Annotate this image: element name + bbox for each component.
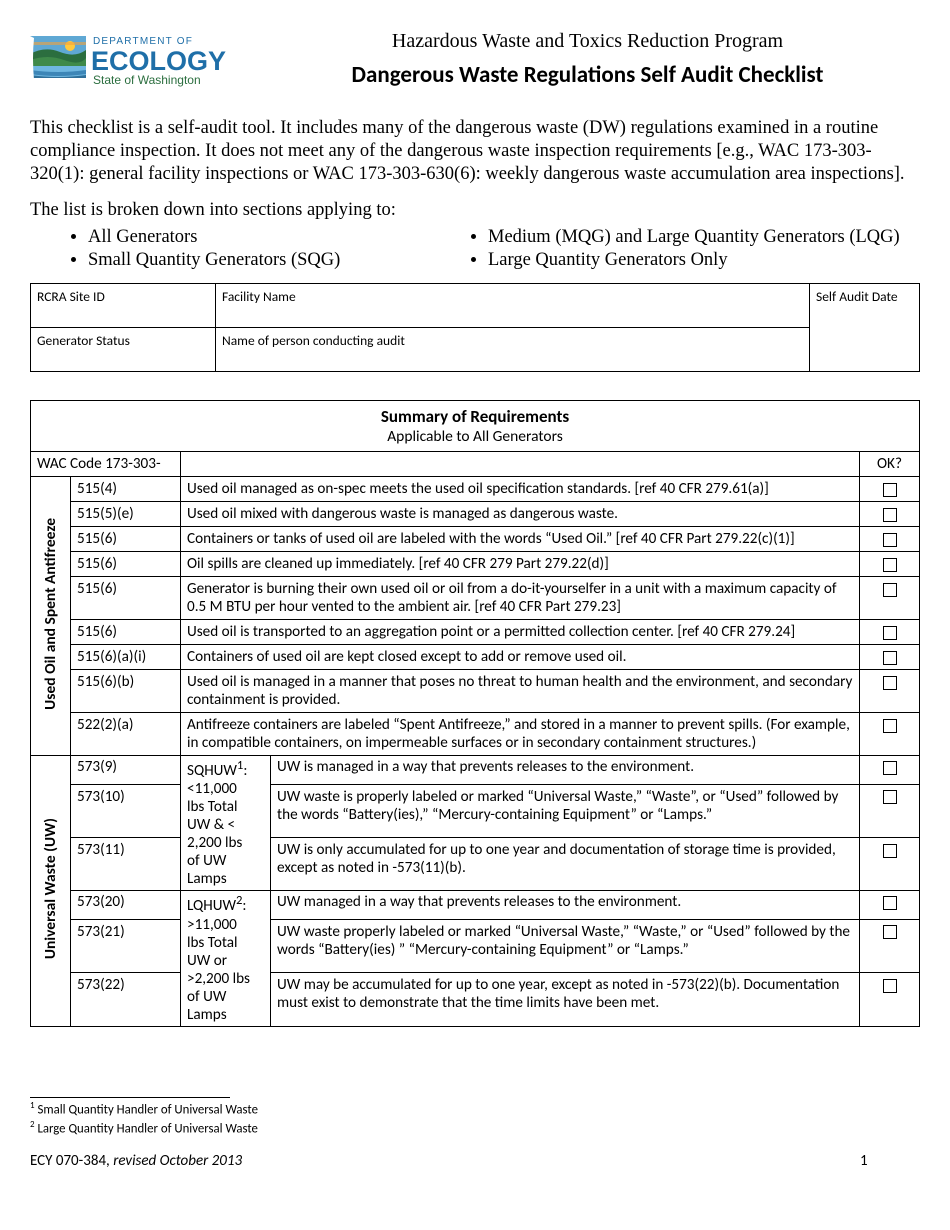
checkbox-icon: [883, 676, 897, 690]
requirements-table: Summary of Requirements Applicable to Al…: [30, 400, 920, 1026]
checkbox-icon: [883, 790, 897, 804]
requirement-desc: UW may be accumulated for up to one year…: [271, 973, 860, 1026]
threshold-lqhuw: LQHUW2: >11,000 lbs Total UW or >2,200 l…: [181, 891, 271, 1026]
facility-info-table: RCRA Site ID Facility Name Self Audit Da…: [30, 283, 920, 372]
checkbox-icon: [883, 761, 897, 775]
wac-code: 515(6)(a)(i): [71, 645, 181, 670]
wac-code: 515(4): [71, 477, 181, 502]
requirement-desc: UW is only accumulated for up to one yea…: [271, 838, 860, 891]
page-title: Dangerous Waste Regulations Self Audit C…: [255, 61, 920, 89]
requirement-desc: Antifreeze containers are labeled “Spent…: [181, 713, 860, 756]
checkbox-cell[interactable]: [860, 756, 920, 784]
wac-code: 515(6): [71, 527, 181, 552]
checkbox-cell[interactable]: [860, 477, 920, 502]
checkbox-cell[interactable]: [860, 784, 920, 837]
program-title: Hazardous Waste and Toxics Reduction Pro…: [255, 30, 920, 53]
list-item: All Generators: [88, 227, 430, 248]
desc-header: [181, 452, 860, 477]
logo-ecology-text: ECOLOGY: [91, 46, 226, 76]
auditor-name-field[interactable]: Name of person conducting audit: [216, 328, 810, 372]
ecology-logo-svg: DEPARTMENT OF ECOLOGY State of Washingto…: [30, 30, 235, 94]
requirement-desc: Containers of used oil are kept closed e…: [181, 645, 860, 670]
checkbox-cell[interactable]: [860, 973, 920, 1026]
checkbox-cell[interactable]: [860, 670, 920, 713]
wac-code: 573(22): [71, 973, 181, 1026]
requirement-desc: UW is managed in a way that prevents rel…: [271, 756, 860, 784]
footnote-2: 2 Large Quantity Handler of Universal Wa…: [30, 1119, 920, 1138]
footnote-separator: [30, 1097, 230, 1098]
checkbox-icon: [883, 925, 897, 939]
ecology-logo: DEPARTMENT OF ECOLOGY State of Washingto…: [30, 30, 235, 99]
checkbox-icon: [883, 896, 897, 910]
checkbox-icon: [883, 979, 897, 993]
self-audit-date-field[interactable]: Self Audit Date: [810, 284, 920, 372]
requirement-desc: Used oil is transported to an aggregatio…: [181, 620, 860, 645]
checkbox-icon: [883, 533, 897, 547]
wac-code: 515(6): [71, 552, 181, 577]
facility-name-field[interactable]: Facility Name: [216, 284, 810, 328]
requirement-desc: UW waste is properly labeled or marked “…: [271, 784, 860, 837]
wac-code: 515(5)(e): [71, 502, 181, 527]
wac-code: 573(10): [71, 784, 181, 837]
summary-header: Summary of Requirements Applicable to Al…: [31, 401, 920, 452]
threshold-sqhuw: SQHUW1: <11,000 lbs Total UW & < 2,200 l…: [181, 756, 271, 891]
requirement-desc: Generator is burning their own used oil …: [181, 577, 860, 620]
list-item: Small Quantity Generators (SQG): [88, 250, 430, 271]
requirement-desc: Oil spills are cleaned up immediately. […: [181, 552, 860, 577]
rcra-site-id-field[interactable]: RCRA Site ID: [31, 284, 216, 328]
section-list-right: Medium (MQG) and Large Quantity Generato…: [430, 227, 900, 273]
section-label: Universal Waste (UW): [31, 756, 71, 1026]
requirement-desc: UW waste properly labeled or marked “Uni…: [271, 919, 860, 972]
wac-code: 515(6): [71, 620, 181, 645]
wac-code: 573(20): [71, 891, 181, 919]
checkbox-cell[interactable]: [860, 891, 920, 919]
requirement-desc: Used oil mixed with dangerous waste is m…: [181, 502, 860, 527]
wac-code: 573(21): [71, 919, 181, 972]
page-footer: ECY 070-384, revised October 2013 1: [30, 1152, 920, 1170]
section-list-left: All Generators Small Quantity Generators…: [30, 227, 430, 273]
checkbox-cell[interactable]: [860, 645, 920, 670]
checkbox-icon: [883, 508, 897, 522]
requirement-desc: Used oil managed as on-spec meets the us…: [181, 477, 860, 502]
checkbox-cell[interactable]: [860, 527, 920, 552]
checkbox-cell[interactable]: [860, 502, 920, 527]
checkbox-icon: [883, 719, 897, 733]
logo-state-text: State of Washington: [93, 73, 201, 87]
ok-header: OK?: [860, 452, 920, 477]
intro-paragraph: This checklist is a self-audit tool. It …: [30, 117, 920, 186]
section-label: Used Oil and Spent Antifreeze: [31, 477, 71, 756]
list-item: Large Quantity Generators Only: [488, 250, 900, 271]
requirement-desc: Used oil is managed in a manner that pos…: [181, 670, 860, 713]
section-lists: All Generators Small Quantity Generators…: [30, 227, 920, 273]
checkbox-icon: [883, 626, 897, 640]
footnote-1: 1 Small Quantity Handler of Universal Wa…: [30, 1100, 920, 1119]
checkbox-cell[interactable]: [860, 713, 920, 756]
checkbox-cell[interactable]: [860, 577, 920, 620]
checkbox-icon: [883, 483, 897, 497]
generator-status-field[interactable]: Generator Status: [31, 328, 216, 372]
list-item: Medium (MQG) and Large Quantity Generato…: [488, 227, 900, 248]
checkbox-cell[interactable]: [860, 620, 920, 645]
wac-code: 573(11): [71, 838, 181, 891]
requirement-desc: UW managed in a way that prevents releas…: [271, 891, 860, 919]
wac-code: 515(6): [71, 577, 181, 620]
wac-code: 522(2)(a): [71, 713, 181, 756]
requirement-desc: Containers or tanks of used oil are labe…: [181, 527, 860, 552]
wac-code: 515(6)(b): [71, 670, 181, 713]
checkbox-icon: [883, 583, 897, 597]
wac-code-header: WAC Code 173-303-: [31, 452, 181, 477]
breakdown-intro: The list is broken down into sections ap…: [30, 200, 920, 221]
checkbox-cell[interactable]: [860, 838, 920, 891]
title-block: Hazardous Waste and Toxics Reduction Pro…: [255, 30, 920, 89]
page-number: 1: [860, 1152, 920, 1170]
wac-code: 573(9): [71, 756, 181, 784]
checkbox-icon: [883, 651, 897, 665]
checkbox-icon: [883, 558, 897, 572]
checkbox-icon: [883, 844, 897, 858]
checkbox-cell[interactable]: [860, 919, 920, 972]
checkbox-cell[interactable]: [860, 552, 920, 577]
header-row: DEPARTMENT OF ECOLOGY State of Washingto…: [30, 30, 920, 99]
